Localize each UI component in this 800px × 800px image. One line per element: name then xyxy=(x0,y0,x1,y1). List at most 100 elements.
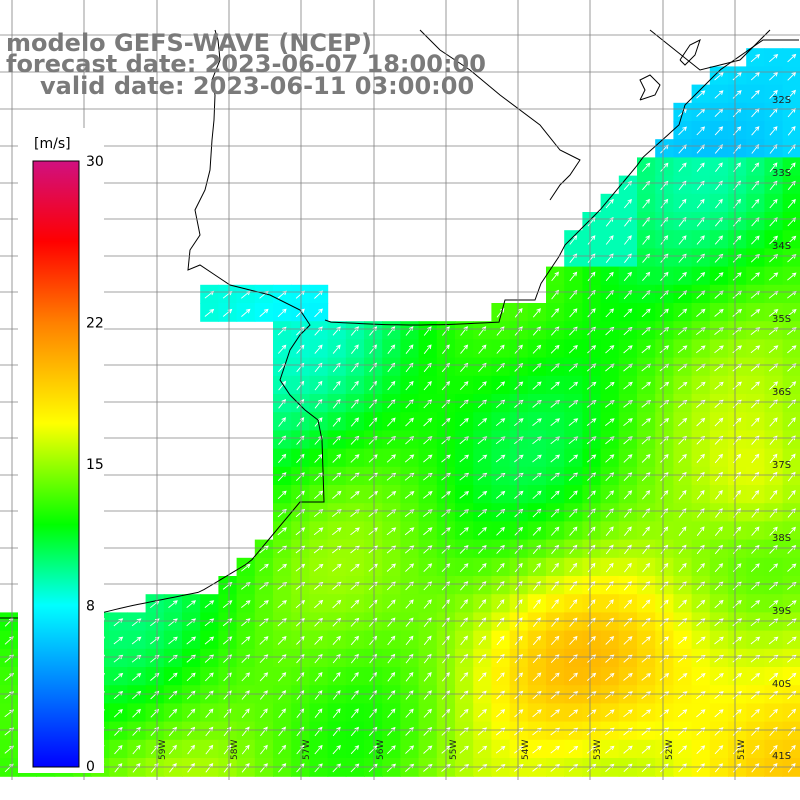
wind-arrow xyxy=(787,526,796,536)
wind-arrow xyxy=(641,599,651,609)
wind-arrow xyxy=(732,235,742,245)
wind-arrow xyxy=(787,508,796,518)
wind-arrow xyxy=(769,399,778,409)
wind-arrow xyxy=(496,526,505,536)
wind-arrow xyxy=(387,708,396,718)
wind-arrow xyxy=(332,344,341,354)
wind-arrow xyxy=(168,600,178,608)
wind-arrow xyxy=(277,308,287,318)
wind-arrow xyxy=(623,654,633,663)
wind-arrow xyxy=(168,672,178,682)
wind-arrow xyxy=(660,198,669,209)
wind-arrow xyxy=(714,654,724,663)
wind-arrow xyxy=(295,545,306,554)
wind-arrow xyxy=(714,636,724,645)
wind-arrow xyxy=(678,271,687,281)
wind-arrow xyxy=(714,417,724,427)
wind-arrow xyxy=(696,453,705,464)
wind-arrow xyxy=(769,526,778,536)
wind-cell xyxy=(782,48,800,67)
wind-arrow xyxy=(605,345,615,354)
wind-arrow xyxy=(751,763,760,773)
wind-arrow xyxy=(113,708,123,718)
wind-arrow xyxy=(678,235,687,245)
wind-arrow xyxy=(386,545,397,554)
wind-arrow xyxy=(769,508,778,518)
wind-cell xyxy=(782,303,800,322)
wind-arrow xyxy=(550,526,560,536)
wind-arrow xyxy=(660,271,669,282)
wind-arrow xyxy=(459,563,469,573)
wind-arrow xyxy=(550,454,561,463)
wind-arrow xyxy=(641,381,652,390)
wind-arrow xyxy=(714,381,724,390)
wind-arrow xyxy=(751,198,760,209)
wind-arrow xyxy=(295,308,305,318)
wind-arrow xyxy=(132,762,141,773)
wind-arrow xyxy=(350,599,360,609)
wind-arrow xyxy=(787,672,797,681)
wind-arrow xyxy=(569,326,578,336)
wind-arrow xyxy=(769,162,778,172)
longitude-label: 57W xyxy=(302,740,312,760)
wind-arrow xyxy=(641,636,651,645)
wind-arrow xyxy=(696,599,706,609)
wind-arrow xyxy=(677,345,688,354)
wind-arrow xyxy=(514,526,524,536)
wind-arrow xyxy=(423,635,432,646)
wind-arrow xyxy=(696,381,706,390)
wind-arrow xyxy=(732,745,742,755)
wind-arrow xyxy=(423,417,433,427)
wind-arrow xyxy=(241,654,251,664)
wind-arrow xyxy=(696,235,705,245)
wind-arrow xyxy=(641,709,652,718)
wind-arrow xyxy=(623,308,633,318)
wind-arrow xyxy=(641,673,652,681)
wind-arrow xyxy=(459,491,470,499)
wind-arrow xyxy=(277,654,287,664)
wind-arrow xyxy=(278,417,286,427)
valid-date: valid date: 2023-06-11 03:00:00 xyxy=(40,72,475,100)
wind-cell xyxy=(782,739,800,759)
wind-arrow xyxy=(787,235,797,245)
wind-arrow xyxy=(678,526,687,536)
wind-arrow xyxy=(605,745,615,754)
wind-arrow xyxy=(477,472,488,481)
wind-arrow xyxy=(678,508,687,518)
wind-arrow xyxy=(241,563,251,572)
wind-arrow xyxy=(769,71,779,81)
wind-speed-cells xyxy=(0,48,800,777)
wind-arrow xyxy=(787,199,796,209)
forecast-date: forecast date: 2023-06-07 18:00:00 xyxy=(6,50,486,78)
wind-cell xyxy=(782,667,800,686)
wind-arrow xyxy=(623,381,633,390)
wind-arrow xyxy=(605,599,614,609)
wind-arrow xyxy=(514,472,524,481)
wind-arrow xyxy=(387,690,396,700)
wind-arrow xyxy=(423,745,433,754)
wind-arrow xyxy=(186,672,196,682)
wind-arrow xyxy=(477,454,488,463)
wind-arrow xyxy=(332,417,341,427)
wind-arrow xyxy=(495,709,506,718)
wind-cell xyxy=(782,703,800,723)
wind-arrow xyxy=(168,708,178,718)
wind-arrow xyxy=(404,545,415,554)
wind-arrow xyxy=(387,417,396,427)
wind-arrow xyxy=(296,636,305,645)
wind-cell xyxy=(782,758,800,777)
wind-arrow xyxy=(278,453,287,463)
latitude-label: 32S xyxy=(772,95,791,106)
lagoon-outline xyxy=(649,29,771,71)
wind-arrow xyxy=(387,599,396,609)
wind-arrow xyxy=(732,672,743,681)
wind-arrow xyxy=(404,472,415,481)
wind-arrow xyxy=(605,381,615,390)
wind-arrow xyxy=(532,709,542,718)
wind-arrow xyxy=(514,326,523,336)
wind-arrow xyxy=(605,472,615,482)
wind-arrow xyxy=(350,326,360,336)
wind-arrow xyxy=(769,381,779,390)
wind-cell xyxy=(782,375,800,395)
